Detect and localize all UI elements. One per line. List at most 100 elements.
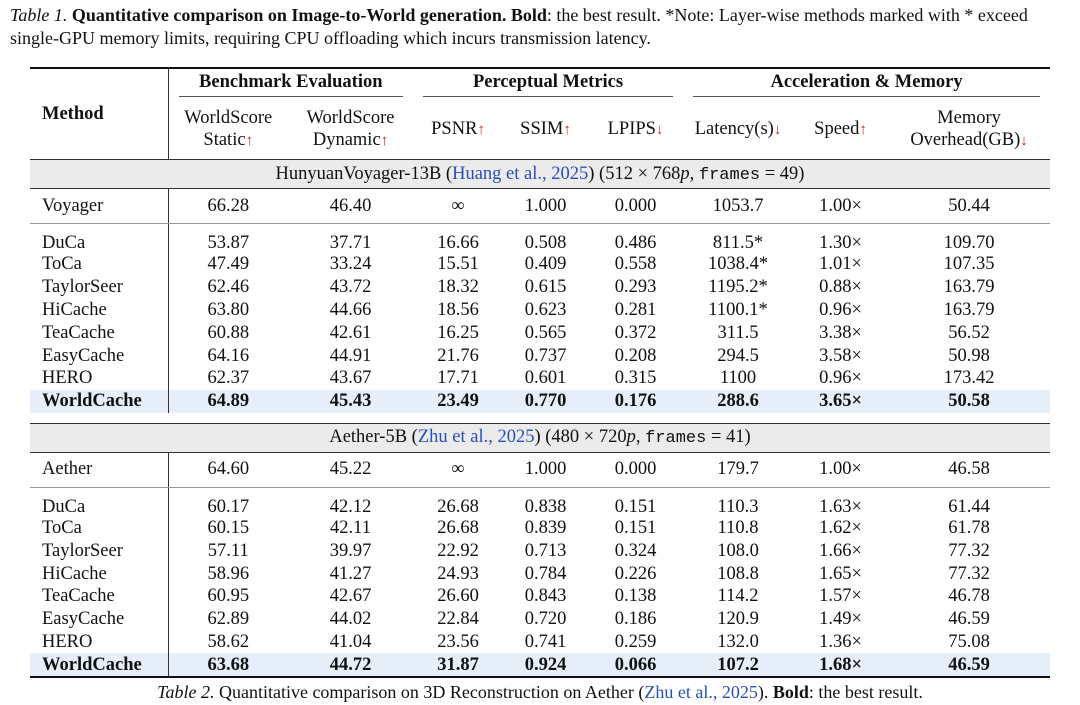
value-cell: 50.44	[888, 188, 1051, 224]
value-cell: 1038.4*	[707, 254, 769, 275]
column-label: PSNR	[431, 118, 478, 139]
method-cell: HERO	[30, 630, 169, 654]
group-header: Benchmark Evaluation	[178, 72, 404, 97]
sort-arrow: ↓	[773, 121, 782, 138]
value-cell: 0.226	[614, 563, 657, 584]
value-cell: 0.88×	[819, 277, 862, 298]
method-cell: EasyCache	[30, 607, 169, 631]
value-cell: 173.42	[943, 368, 995, 389]
value-cell: 0.96×	[819, 368, 862, 389]
sort-arrow: ↑	[477, 121, 485, 138]
value-cell: 3.58×	[819, 345, 862, 366]
column-label: Speed	[814, 118, 860, 139]
method-cell: WorldCache	[30, 389, 169, 413]
citation[interactable]: Zhu et al., 2025	[417, 427, 535, 448]
value-cell: 107.2	[683, 653, 794, 678]
caption-label: Table 1.	[10, 5, 68, 25]
section-text: Aether-5B (	[329, 427, 418, 448]
column-label: SSIM	[520, 118, 564, 139]
section-text: frames	[645, 429, 707, 449]
method-cell: WorldCache	[30, 653, 169, 678]
sort-arrow: ↓	[1020, 132, 1028, 149]
column-header: PSNR↑	[413, 99, 504, 160]
value-cell: 15.51	[437, 254, 479, 275]
footer-bold: Bold	[772, 682, 809, 702]
value-cell: 1.00×	[793, 188, 889, 224]
method-cell: Voyager	[30, 188, 169, 224]
value-cell: 61.78	[948, 517, 990, 538]
value-cell: 61.44	[948, 496, 990, 517]
value-cell: 18.56	[437, 299, 479, 320]
caption: Table 1. Quantitative comparison on Imag…	[10, 4, 1074, 50]
value-cell: 0.838	[524, 496, 567, 517]
value-cell: 75.08	[948, 631, 990, 652]
section-text: HunyuanVoyager-13B (	[275, 163, 453, 184]
table-row: TeaCache 60.95 42.67 26.60 0.843 0.138 114.2 1.…	[30, 584, 1050, 608]
group-header: Acceleration & Memory	[693, 72, 1041, 97]
value-cell: 22.92	[437, 540, 479, 561]
value-cell: 0.784	[524, 563, 567, 584]
value-cell: 50.58	[888, 389, 1051, 413]
table-row: EasyCache 64.16 44.91 21.76 0.737 0.208 294.5 3…	[30, 344, 1050, 367]
value-cell: 163.79	[943, 277, 995, 298]
section-text: p	[626, 427, 636, 448]
value-cell: 0.565	[524, 322, 567, 343]
value-cell: 43.67	[329, 368, 372, 389]
method-cell: DuCa	[30, 487, 169, 517]
caption-bold: Bold	[510, 5, 547, 25]
value-cell: 31.87	[413, 653, 504, 678]
value-cell: ∞	[413, 188, 504, 224]
value-cell: 23.56	[437, 631, 479, 652]
section-text: ) (512 × 768	[588, 163, 681, 184]
value-cell: 132.0	[717, 631, 759, 652]
method-cell: HERO	[30, 366, 169, 390]
value-cell: 62.89	[207, 609, 250, 630]
column-header: LPIPS↓	[588, 99, 684, 160]
value-cell: 60.17	[207, 496, 250, 517]
value-cell: 108.0	[717, 540, 759, 561]
value-cell: 0.770	[503, 389, 589, 413]
caption-title: Quantitative comparison on Image-to-Worl…	[71, 5, 507, 25]
value-cell: 26.60	[437, 586, 479, 607]
value-cell: 42.67	[329, 586, 372, 607]
value-cell: 0.186	[614, 609, 657, 630]
spacer-cell	[30, 413, 1050, 424]
value-cell: 288.6	[683, 389, 794, 413]
value-cell: 44.91	[329, 345, 372, 366]
citation[interactable]: Huang et al., 2025	[452, 163, 589, 184]
value-cell: 39.97	[329, 540, 372, 561]
column-header: Memory Overhead(GB)↓	[888, 99, 1051, 160]
value-cell: 0.601	[524, 368, 567, 389]
footer-text: ).	[757, 682, 769, 702]
value-cell: 1.62×	[819, 517, 862, 538]
section-row: HunyuanVoyager-13B (Huang et al., 2025) …	[30, 159, 1051, 189]
spacer	[30, 413, 1050, 424]
value-cell: 110.3	[717, 496, 759, 517]
section-row: Aether-5B (Zhu et al., 2025) (480 × 720p…	[30, 422, 1051, 453]
value-cell: 1100	[719, 368, 757, 389]
value-cell: 62.37	[207, 368, 250, 389]
value-cell: ∞	[413, 452, 504, 488]
value-cell: 0.96×	[819, 299, 862, 320]
table-row: Aether 64.60 45.22 ∞ 1.000 0.000 179.7 1.00× 46.…	[30, 452, 1051, 488]
value-cell: 60.95	[207, 586, 250, 607]
table-row: HERO 58.62 41.04 23.56 0.741 0.259 132.0 1.36× 7…	[30, 630, 1050, 654]
value-cell: 294.5	[717, 345, 759, 366]
value-cell: 0.409	[524, 254, 567, 275]
section-text: = 41)	[706, 427, 751, 448]
column-label: WorldScore Static	[184, 107, 273, 150]
value-cell: 311.5	[717, 322, 759, 343]
section-text: frames	[698, 165, 761, 185]
method-cell: HiCache	[30, 562, 169, 585]
method-cell: TaylorSeer	[30, 539, 169, 563]
value-cell: 0.486	[614, 233, 657, 253]
section-title: HunyuanVoyager-13B (Huang et al., 2025) …	[30, 159, 1051, 189]
value-cell: 46.40	[288, 188, 414, 224]
citation[interactable]: Zhu et al., 2025	[644, 682, 758, 702]
value-cell: 3.38×	[819, 322, 862, 343]
value-cell: 0.737	[524, 345, 567, 366]
value-cell: 0.259	[614, 631, 657, 652]
column-header: Speed↑	[793, 99, 889, 160]
value-cell: 0.615	[524, 277, 567, 298]
